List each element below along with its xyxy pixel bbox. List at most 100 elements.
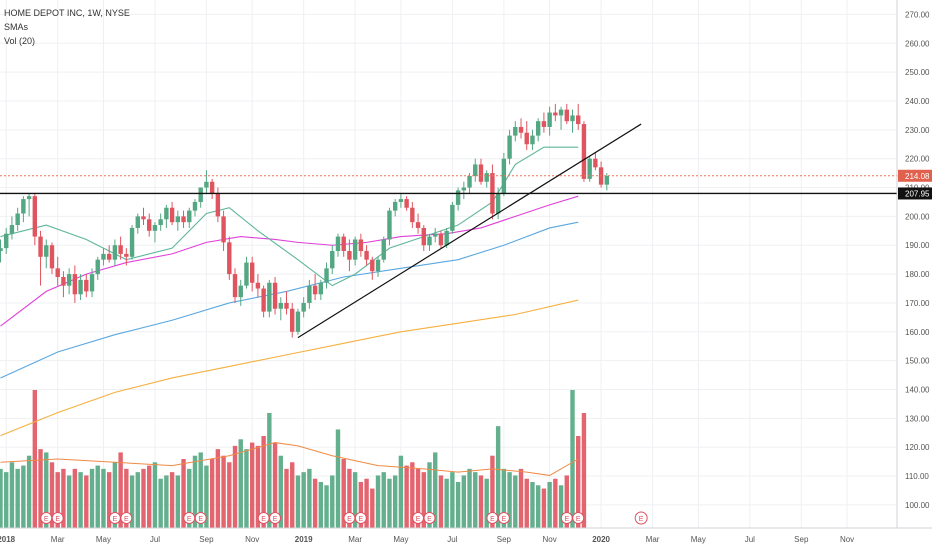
candle-body [152,225,158,231]
candle-body [209,181,215,194]
candle-body [381,239,386,260]
earnings-marker-label: E [359,516,364,523]
symbol-title[interactable]: HOME DEPOT INC, 1W, NYSE [4,8,130,18]
time-axis[interactable]: 2018 Mar May Jul Sep Nov 2019 Mar May Jul Sep Nov 20… [0,527,932,544]
volume-bar [9,462,15,528]
volume-bar [169,472,175,528]
candle-body [272,282,278,309]
volume-bar [576,436,581,528]
volume-bar [392,475,398,528]
volume-bar [84,475,89,528]
volume-bar [467,468,472,528]
volume-bar [44,452,49,528]
candle-body [467,176,472,188]
time-tick-label: 2019 [295,535,313,544]
volume-bar [347,468,352,528]
volume-bar [427,462,432,528]
volume-bar [78,472,83,528]
candle-body [341,236,346,252]
candle-body [61,276,66,286]
candle-body [175,216,181,223]
earnings-marker-label: E [273,516,278,523]
candle-body [181,216,186,223]
candle-body [227,242,232,275]
volume-bar [15,468,20,528]
volume-bar [530,482,535,528]
time-tick-label: May [691,535,706,544]
candle-body [284,302,289,309]
earnings-marker [51,512,64,524]
volume-bar [507,472,512,528]
volume-bar [175,475,181,528]
candle-body [461,187,467,191]
earnings-marker-label: E [427,516,432,523]
volume-bar [198,452,203,528]
candle-body [187,210,192,223]
sma-indicator-label[interactable]: SMAs [4,22,29,32]
volume-indicator-label[interactable]: Vol (20) [4,36,36,46]
price-axis[interactable]: 100.00 110.00 120.00 130.00 140.00 150.00 160.… [896,0,932,550]
chart-grid [0,0,897,528]
candle-body [66,274,72,286]
volume-bar [227,462,232,528]
volume-bar [4,472,9,528]
earnings-marker [194,512,207,524]
volume-bar [570,390,575,528]
volume-bar [21,465,26,528]
volume-bar [32,390,38,528]
candle-body [427,236,432,246]
candle-body [581,124,587,179]
earnings-marker-label: E [347,516,352,523]
support-price-badge [898,187,932,200]
volume-bar [295,475,301,528]
candle-body [135,216,140,228]
candle-body [44,245,49,257]
price-tick-label: 250.00 [905,68,930,77]
volume-bar [518,468,524,528]
candle-body [124,253,129,257]
volume-bar [478,475,484,528]
time-tick-label: Sep [497,535,512,544]
time-tick-label: Sep [794,535,809,544]
volume-bar [387,478,392,528]
price-axis-background [897,0,932,550]
volume-bar [513,475,518,528]
volume-bar [164,475,169,528]
candle-body [553,112,558,116]
time-tick-label: Jul [447,535,457,544]
volume-bar [255,445,261,528]
candle-body [501,158,507,194]
candle-body [484,173,489,182]
earnings-marker-label: E [261,516,266,523]
volume-bar [553,478,558,528]
candle-body [455,190,461,205]
candle-body [352,239,358,260]
sma-mid-line [0,195,579,327]
volume-bars [0,390,587,528]
volume-bar [495,426,501,528]
candle-body [564,109,569,122]
volume-bar [415,468,421,528]
volume-bar [261,436,266,528]
volume-bar [438,475,444,528]
candle-body [261,288,266,312]
time-tick-label: 2020 [592,535,610,544]
earnings-marker-label: E [187,516,192,523]
candle-body [433,233,438,237]
drawn-lines [0,123,897,339]
candle-body [495,193,501,214]
chart-legend: HOME DEPOT INC, 1W, NYSE SMAs Vol (20) [4,6,130,48]
time-tick-label: May [96,535,111,544]
candle-body [244,262,249,286]
volume-bar [370,488,375,528]
volume-bar [66,475,72,528]
earnings-marker-label: E [502,516,507,523]
candle-body [15,213,20,226]
candle-body [295,311,301,332]
candle-body [330,251,335,269]
candle-body [32,196,38,237]
candle-body [570,115,575,122]
candle-body [198,187,203,202]
